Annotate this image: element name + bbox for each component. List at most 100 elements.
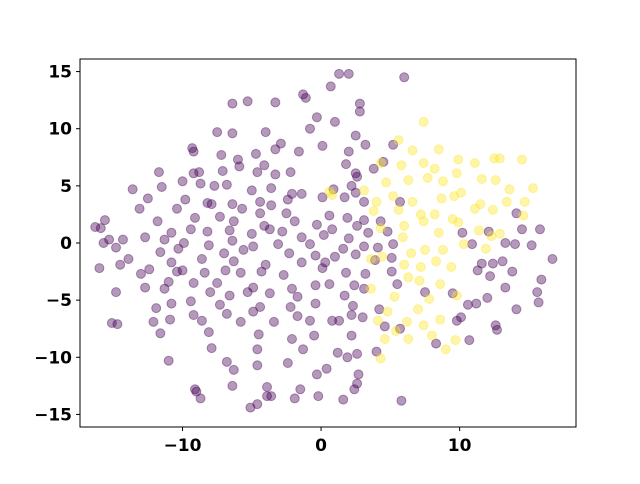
x-tick-label: 10 bbox=[448, 436, 472, 456]
data-point bbox=[510, 239, 521, 250]
data-point bbox=[486, 231, 497, 242]
data-point bbox=[177, 265, 188, 276]
data-point bbox=[216, 150, 227, 160]
data-point bbox=[516, 224, 527, 235]
data-point bbox=[388, 191, 399, 202]
data-point bbox=[382, 306, 393, 317]
data-point bbox=[195, 393, 206, 404]
data-point bbox=[155, 328, 166, 339]
data-point bbox=[349, 280, 360, 291]
data-point bbox=[142, 193, 153, 204]
data-point bbox=[519, 196, 530, 207]
data-point bbox=[266, 391, 277, 402]
data-point bbox=[547, 254, 558, 264]
data-point bbox=[368, 163, 379, 174]
data-point bbox=[117, 234, 128, 245]
data-point bbox=[256, 266, 267, 277]
data-point bbox=[156, 182, 167, 192]
data-point bbox=[217, 166, 228, 176]
data-point bbox=[371, 346, 382, 357]
data-point bbox=[352, 220, 363, 231]
data-point bbox=[310, 280, 321, 291]
data-point bbox=[533, 297, 544, 308]
data-point bbox=[350, 168, 361, 179]
data-point bbox=[260, 259, 271, 270]
data-point bbox=[500, 238, 511, 248]
data-point bbox=[526, 240, 537, 251]
data-point bbox=[95, 223, 106, 234]
data-point bbox=[464, 335, 475, 346]
data-point bbox=[298, 344, 309, 355]
data-point bbox=[171, 266, 182, 277]
data-point bbox=[246, 228, 257, 239]
data-point bbox=[191, 386, 202, 397]
y-tick-label: 5 bbox=[60, 177, 72, 197]
data-point bbox=[203, 327, 214, 338]
data-point bbox=[532, 287, 543, 298]
data-point bbox=[372, 242, 383, 253]
data-point bbox=[450, 335, 461, 346]
y-tick-label: 0 bbox=[60, 234, 72, 254]
data-point bbox=[227, 199, 238, 210]
data-point bbox=[202, 226, 213, 237]
data-point bbox=[310, 250, 321, 261]
data-point bbox=[227, 128, 238, 139]
data-point bbox=[346, 180, 357, 191]
data-point bbox=[304, 239, 315, 250]
data-point bbox=[371, 196, 382, 207]
data-point bbox=[255, 302, 266, 312]
data-point bbox=[253, 329, 264, 340]
data-point bbox=[245, 402, 256, 413]
data-point bbox=[359, 241, 370, 252]
data-point bbox=[343, 146, 354, 157]
data-point bbox=[480, 243, 491, 254]
data-point bbox=[365, 254, 376, 264]
data-point bbox=[260, 127, 271, 138]
data-point bbox=[219, 248, 230, 259]
data-point bbox=[490, 175, 501, 186]
data-point bbox=[349, 384, 360, 395]
data-point bbox=[475, 199, 486, 210]
data-point bbox=[273, 239, 284, 250]
data-point bbox=[476, 258, 487, 269]
data-point bbox=[292, 311, 303, 322]
data-point bbox=[341, 159, 352, 170]
data-point bbox=[187, 143, 198, 154]
data-point bbox=[246, 185, 257, 196]
data-point bbox=[282, 194, 293, 205]
data-point bbox=[140, 282, 151, 293]
data-point bbox=[399, 259, 410, 270]
data-point bbox=[379, 334, 390, 344]
data-point bbox=[127, 184, 138, 195]
data-point bbox=[357, 312, 368, 323]
data-point bbox=[418, 158, 429, 168]
data-point bbox=[99, 215, 110, 226]
data-point bbox=[248, 306, 259, 317]
data-point bbox=[482, 292, 493, 303]
data-point bbox=[266, 200, 277, 211]
data-point bbox=[212, 127, 223, 138]
data-point bbox=[437, 176, 448, 187]
data-point bbox=[180, 194, 191, 205]
data-point bbox=[435, 279, 446, 290]
data-point bbox=[188, 146, 199, 157]
data-point bbox=[318, 230, 329, 240]
data-point bbox=[173, 243, 184, 254]
data-point bbox=[457, 227, 468, 238]
data-point bbox=[311, 369, 322, 380]
data-point bbox=[214, 299, 225, 310]
data-point bbox=[311, 112, 322, 123]
data-point bbox=[536, 274, 547, 285]
data-point bbox=[259, 160, 270, 171]
data-point bbox=[165, 314, 176, 325]
data-point bbox=[396, 160, 407, 171]
data-point bbox=[399, 72, 410, 83]
data-point bbox=[429, 163, 440, 174]
data-point bbox=[285, 302, 296, 312]
data-point bbox=[456, 312, 467, 323]
x-tick-label: −10 bbox=[164, 436, 202, 456]
data-point bbox=[252, 344, 263, 355]
data-point bbox=[242, 96, 253, 107]
data-point bbox=[388, 139, 399, 150]
data-point bbox=[281, 208, 292, 219]
